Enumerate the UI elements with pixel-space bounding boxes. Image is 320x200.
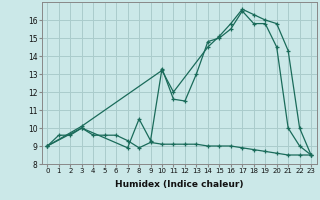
X-axis label: Humidex (Indice chaleur): Humidex (Indice chaleur) bbox=[115, 180, 244, 189]
